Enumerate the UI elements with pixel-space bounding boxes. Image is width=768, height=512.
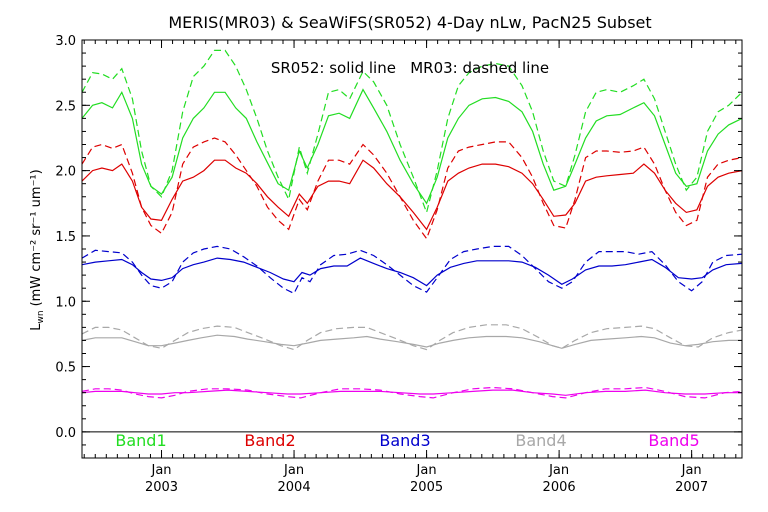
series-band5-mr03 <box>81 386 743 399</box>
x-tick-month-label: Jan <box>150 463 171 478</box>
series-band4-sr052 <box>81 334 742 349</box>
legend-band1: Band1 <box>115 431 166 450</box>
x-tick-year-label: 2005 <box>410 480 443 495</box>
y-tick-label: 1.5 <box>55 230 76 245</box>
y-axis-label-subscript: wn <box>36 310 46 323</box>
series-band2-mr03 <box>81 137 743 240</box>
y-tick-label: 0.5 <box>55 361 76 376</box>
series-band1-mr03 <box>81 49 743 215</box>
series-band4-mr03 <box>81 324 743 351</box>
y-axis-label-main: L <box>29 323 44 331</box>
y-axis-label-units: (mW cm⁻² sr⁻¹ um⁻¹) <box>29 169 44 306</box>
legend-band4: Band4 <box>515 431 566 450</box>
x-tick-month-label: Jan <box>681 463 702 478</box>
series-band3-sr052 <box>81 257 743 287</box>
x-tick-year-label: 2004 <box>278 480 311 495</box>
line-style-annotation: SR052: solid line MR03: dashed line <box>271 59 549 77</box>
band-legend: Band1 Band2 Band3 Band4 Band5 <box>115 431 699 450</box>
x-tick-month-label: Jan <box>548 463 569 478</box>
y-tick-label: 2.0 <box>55 165 76 180</box>
x-tick-year-label: 2003 <box>145 480 178 495</box>
series-layer <box>81 49 743 399</box>
y-tick-label: 3.0 <box>55 34 76 49</box>
series-band5-sr052 <box>81 389 742 396</box>
y-tick-label: 0.0 <box>55 426 76 441</box>
series-band3-mr03 <box>81 245 743 295</box>
legend-band3: Band3 <box>379 431 430 450</box>
x-tick-month-label: Jan <box>283 463 304 478</box>
y-axis: 0.0 0.5 1.0 1.5 2.0 2.5 3.0 <box>55 34 742 459</box>
x-tick-year-label: 2006 <box>543 480 576 495</box>
chart-title: MERIS(MR03) & SeaWiFS(SR052) 4-Day nLw, … <box>168 13 651 32</box>
legend-band2: Band2 <box>244 431 295 450</box>
y-tick-label: 2.5 <box>55 99 76 114</box>
y-tick-label: 1.0 <box>55 295 76 310</box>
series-band1-sr052 <box>81 88 743 205</box>
y-axis-label: Lwn (mW cm⁻² sr⁻¹ um⁻¹) <box>29 169 46 330</box>
x-axis: Jan 2003 Jan 2004 Jan 2005 Jan 2006 Jan 2007 <box>83 40 737 495</box>
legend-band5: Band5 <box>648 431 699 450</box>
x-tick-month-label: Jan <box>416 463 437 478</box>
svg-text:Lwn(mW cm⁻² sr⁻¹ um⁻¹): Lwn (mW cm⁻² sr⁻¹ um⁻¹) <box>29 169 46 330</box>
x-tick-year-label: 2007 <box>675 480 708 495</box>
